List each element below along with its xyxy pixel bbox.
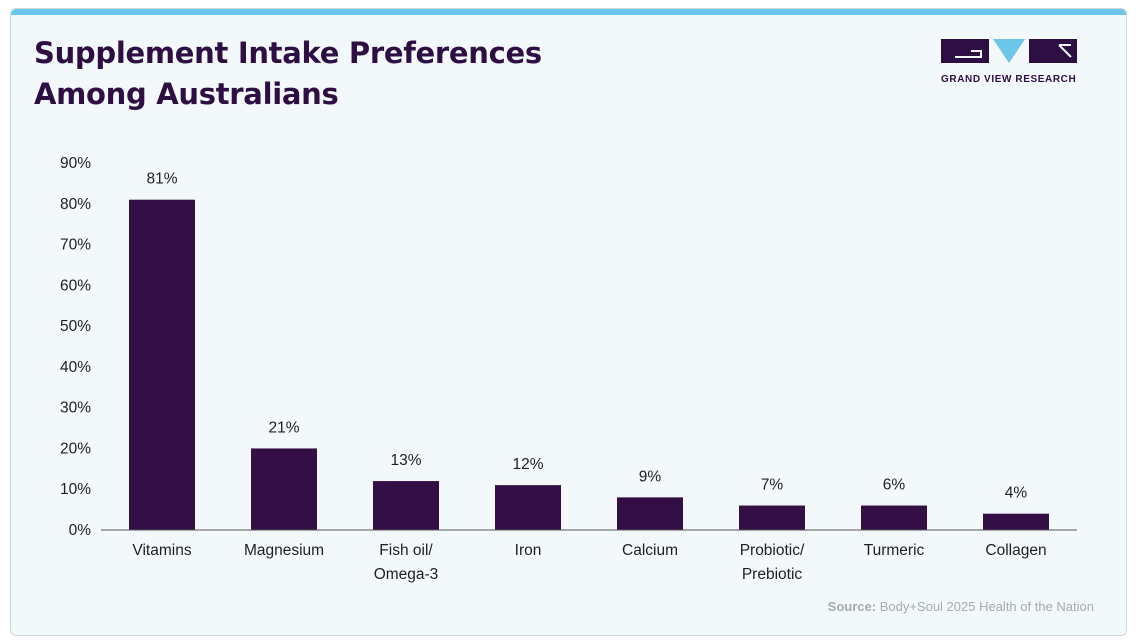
data-label: 21%: [268, 419, 299, 436]
y-tick-label: 40%: [60, 359, 91, 376]
bar: [861, 505, 927, 530]
x-tick-label: Calcium: [622, 542, 678, 559]
source-label: Source:: [827, 599, 877, 614]
x-tick-label-line: Prebiotic: [742, 566, 803, 583]
y-tick-label: 30%: [60, 400, 91, 417]
bar: [495, 485, 561, 530]
x-tick-label-line: Collagen: [985, 542, 1046, 559]
y-tick-label: 70%: [60, 237, 91, 254]
data-label: 4%: [1005, 485, 1028, 502]
x-tick-label: Collagen: [985, 542, 1046, 559]
logo-wordmark: GRAND VIEW RESEARCH: [941, 74, 1077, 85]
title-line-2: Among Australians: [34, 77, 339, 111]
data-label: 81%: [146, 171, 177, 188]
bar: [983, 513, 1049, 530]
x-tick-label: Vitamins: [132, 542, 191, 559]
grand-view-research-logo: GRAND VIEW RESEARCH: [941, 39, 1101, 89]
bar-chart: 0% 10% 20% 30% 40% 50% 60% 70% 80% 90% 81% Vitamins…: [60, 155, 1077, 583]
x-tick-label: Turmeric: [864, 542, 925, 559]
chart-title: Supplement Intake Preferences Among Aust…: [34, 33, 542, 115]
bar: [251, 448, 317, 530]
x-tick-label: Magnesium: [244, 542, 324, 559]
bar: [129, 199, 195, 530]
x-tick-label: Fish oil/Omega-3: [374, 542, 439, 583]
chart-card: Supplement Intake Preferences Among Aust…: [10, 8, 1127, 636]
accent-strip: [11, 9, 1126, 15]
source-text: Body+Soul 2025 Health of the Nation: [879, 599, 1094, 614]
x-tick-label-line: Omega-3: [374, 566, 439, 583]
y-tick-label: 90%: [60, 155, 91, 172]
x-tick-label-line: Probiotic/: [740, 542, 805, 559]
bar: [373, 481, 439, 530]
data-label: 12%: [512, 456, 543, 473]
bar: [617, 497, 683, 530]
y-tick-label: 10%: [60, 481, 91, 498]
y-tick-label: 80%: [60, 196, 91, 213]
x-tick-label-line: Turmeric: [864, 542, 925, 559]
y-tick-label: 50%: [60, 318, 91, 335]
x-tick-label-line: Vitamins: [132, 542, 191, 559]
title-line-1: Supplement Intake Preferences: [34, 36, 542, 70]
x-tick-label-line: Calcium: [622, 542, 678, 559]
data-label: 7%: [761, 477, 784, 494]
y-tick-label: 0%: [69, 522, 92, 539]
y-tick-label: 20%: [60, 440, 91, 457]
y-tick-label: 60%: [60, 277, 91, 294]
x-tick-label: Probiotic/Prebiotic: [740, 542, 805, 583]
x-tick-label-line: Iron: [515, 542, 542, 559]
bar: [739, 505, 805, 530]
x-tick-label-line: Magnesium: [244, 542, 324, 559]
data-label: 6%: [883, 477, 906, 494]
data-label: 13%: [390, 452, 421, 469]
x-tick-label: Iron: [515, 542, 542, 559]
gvr-logo-mark: [941, 39, 1077, 63]
data-label: 9%: [639, 468, 662, 485]
x-tick-label-line: Fish oil/: [379, 542, 433, 559]
source-note: Source: Body+Soul 2025 Health of the Nat…: [828, 599, 1094, 614]
